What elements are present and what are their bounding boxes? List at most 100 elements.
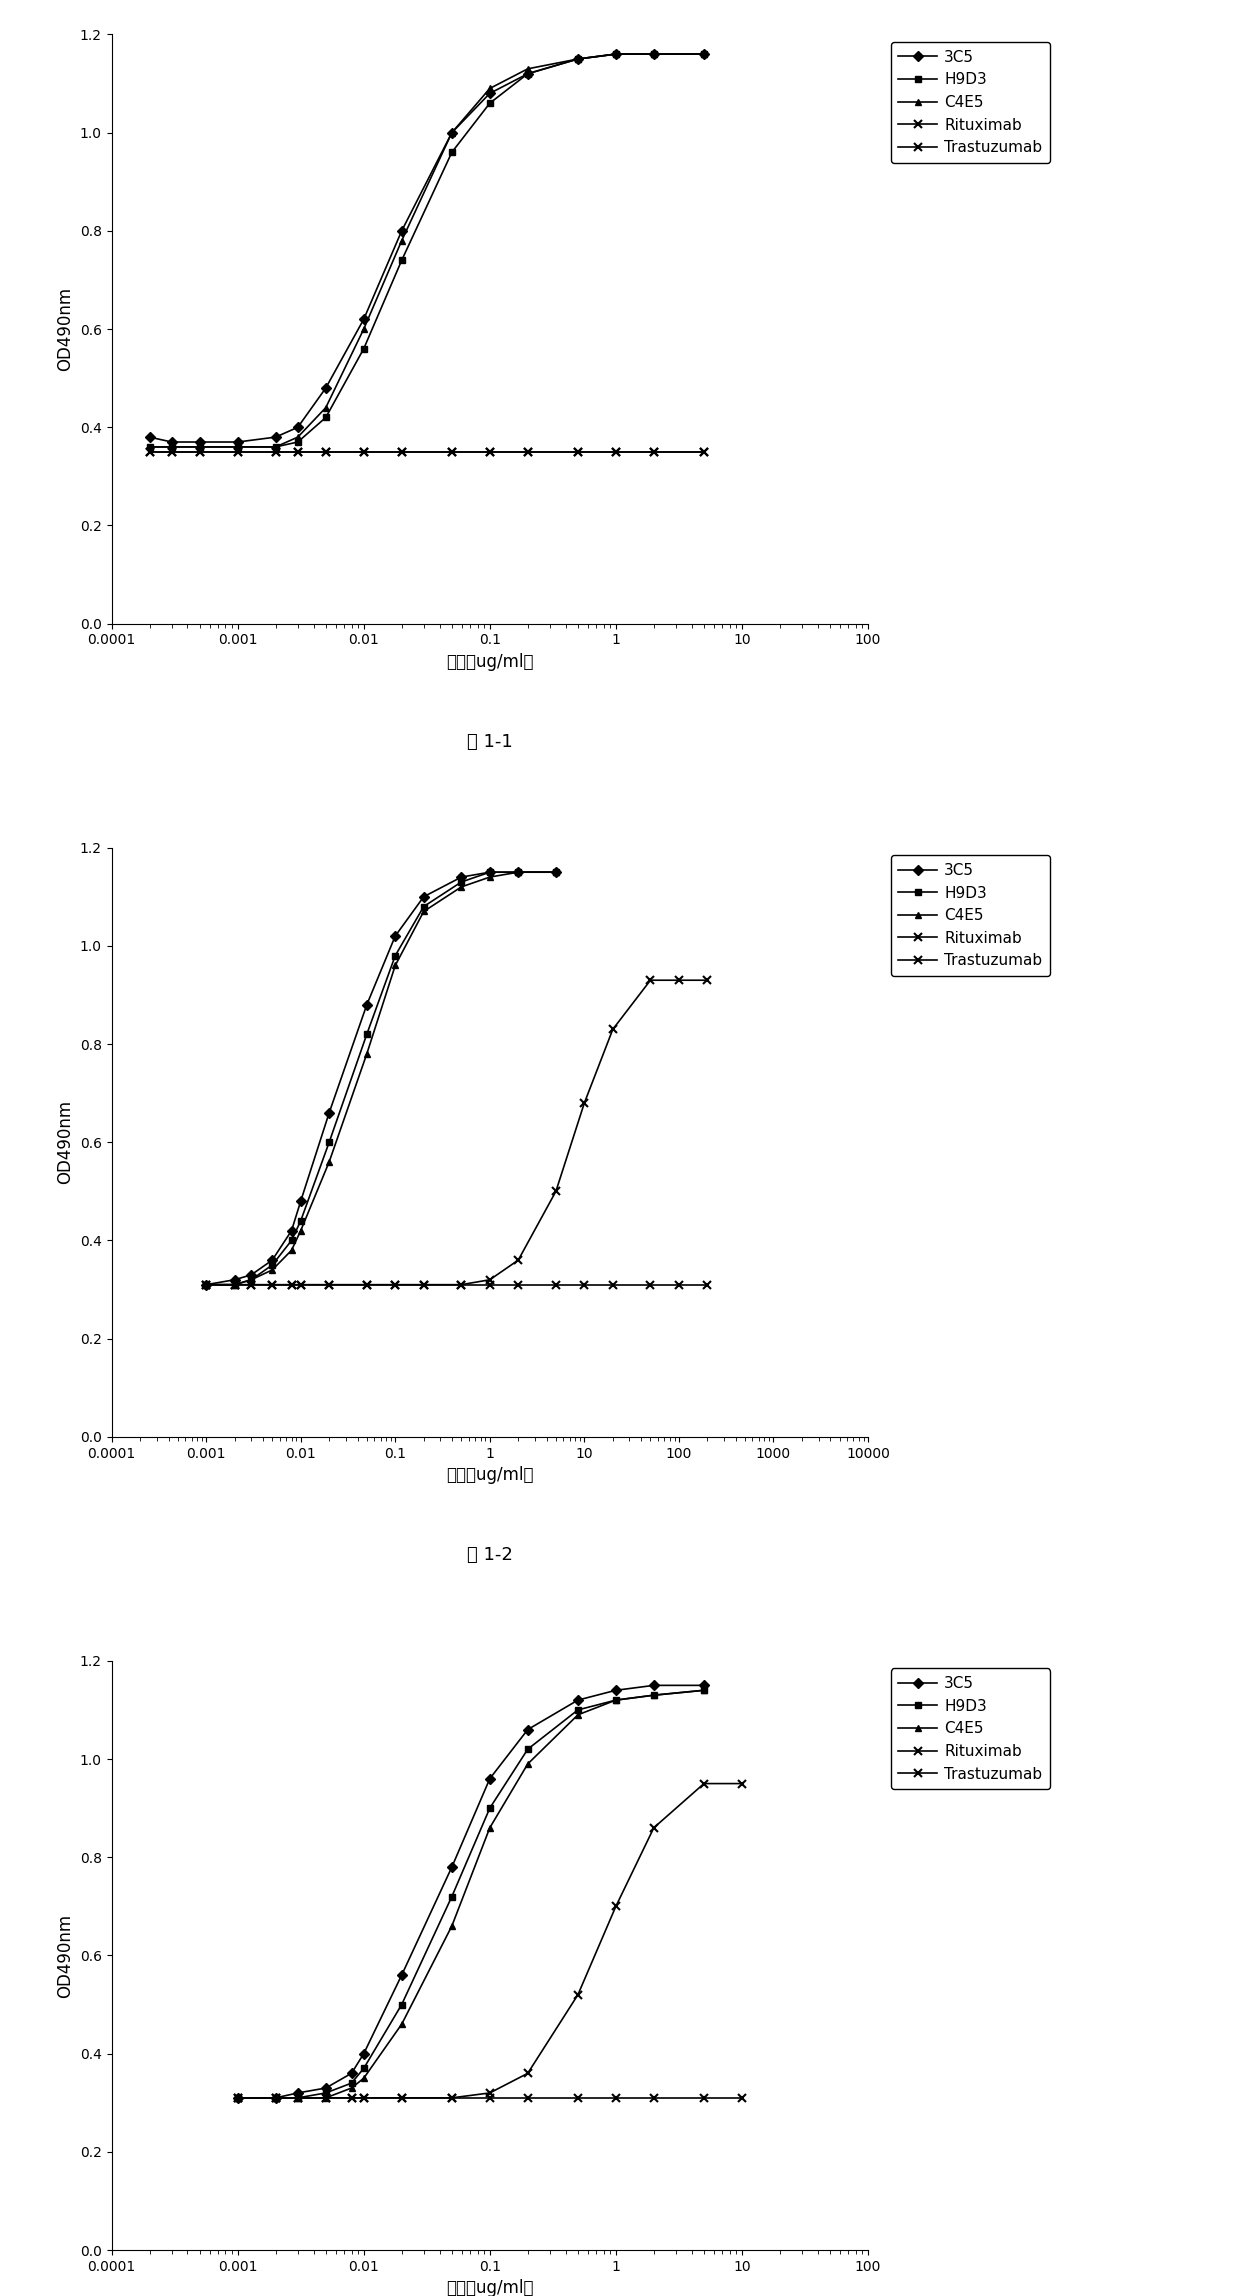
C4E5 (394, 2011, 409, 2039)
H9D3 (143, 434, 157, 461)
H9D3 (192, 434, 207, 461)
Rituximab (244, 1272, 259, 1300)
Trastuzumab (360, 1272, 374, 1300)
Trastuzumab (548, 1272, 563, 1300)
Rituximab (609, 1892, 624, 1919)
Trastuzumab (482, 2085, 497, 2112)
Trastuzumab (192, 439, 207, 466)
H9D3 (356, 2055, 371, 2082)
Rituximab (482, 439, 497, 466)
3C5 (356, 2039, 371, 2066)
Rituximab (227, 1272, 242, 1300)
Trastuzumab (356, 439, 371, 466)
X-axis label: 浓度（ug/ml）: 浓度（ug/ml） (446, 1467, 533, 1483)
Rituximab (646, 1814, 661, 1841)
Trastuzumab (482, 439, 497, 466)
Line: Rituximab: Rituximab (145, 448, 708, 457)
H9D3 (482, 1795, 497, 1823)
C4E5 (268, 2085, 283, 2112)
3C5 (293, 1187, 308, 1215)
Line: 3C5: 3C5 (234, 1683, 708, 2101)
3C5 (356, 305, 371, 333)
Line: H9D3: H9D3 (234, 1688, 708, 2101)
C4E5 (356, 315, 371, 342)
Trastuzumab (444, 2085, 459, 2112)
Rituximab (290, 2085, 305, 2112)
Legend: 3C5, H9D3, C4E5, Rituximab, Trastuzumab: 3C5, H9D3, C4E5, Rituximab, Trastuzumab (890, 41, 1050, 163)
Trastuzumab (343, 2085, 358, 2112)
Line: Trastuzumab: Trastuzumab (202, 1281, 712, 1288)
Legend: 3C5, H9D3, C4E5, Rituximab, Trastuzumab: 3C5, H9D3, C4E5, Rituximab, Trastuzumab (890, 1669, 1050, 1789)
Rituximab (293, 1272, 308, 1300)
Rituximab (284, 1272, 299, 1300)
3C5 (268, 2085, 283, 2112)
H9D3 (444, 1883, 459, 1910)
C4E5 (319, 395, 334, 422)
3C5 (548, 859, 563, 886)
3C5 (646, 41, 661, 69)
C4E5 (454, 872, 469, 900)
H9D3 (646, 1681, 661, 1708)
Rituximab (394, 439, 409, 466)
Trastuzumab (293, 1272, 308, 1300)
H9D3 (609, 1685, 624, 1713)
H9D3 (265, 1251, 280, 1279)
Trastuzumab (227, 1272, 242, 1300)
Trastuzumab (319, 439, 334, 466)
3C5 (388, 923, 403, 951)
Rituximab (482, 2080, 497, 2108)
Trastuzumab (521, 2085, 536, 2112)
3C5 (482, 1766, 497, 1793)
C4E5 (231, 434, 246, 461)
H9D3 (356, 335, 371, 363)
Trastuzumab (570, 439, 585, 466)
C4E5 (394, 227, 409, 255)
Trastuzumab (284, 1272, 299, 1300)
3C5 (444, 119, 459, 147)
3C5 (570, 1685, 585, 1713)
Rituximab (356, 2085, 371, 2112)
Trastuzumab (388, 1272, 403, 1300)
Trastuzumab (734, 2085, 749, 2112)
C4E5 (609, 1685, 624, 1713)
C4E5 (417, 898, 432, 925)
3C5 (646, 1671, 661, 1699)
Trastuzumab (605, 1272, 620, 1300)
3C5 (143, 422, 157, 450)
C4E5 (244, 1265, 259, 1293)
H9D3 (394, 1991, 409, 2018)
H9D3 (227, 1272, 242, 1300)
3C5 (244, 1261, 259, 1288)
3C5 (482, 859, 497, 886)
Rituximab (734, 1770, 749, 1798)
3C5 (609, 1676, 624, 1704)
H9D3 (570, 1697, 585, 1724)
Trastuzumab (444, 439, 459, 466)
Y-axis label: OD490nm: OD490nm (56, 1100, 74, 1185)
Trastuzumab (268, 2085, 283, 2112)
H9D3 (293, 1208, 308, 1235)
Line: C4E5: C4E5 (234, 1688, 708, 2101)
3C5 (319, 374, 334, 402)
Trastuzumab (521, 439, 536, 466)
Trastuzumab (244, 1272, 259, 1300)
C4E5 (321, 1148, 336, 1176)
H9D3 (609, 41, 624, 69)
Rituximab (577, 1088, 591, 1116)
X-axis label: 浓度（ug/ml）: 浓度（ug/ml） (446, 2280, 533, 2296)
H9D3 (231, 2085, 246, 2112)
Trastuzumab (417, 1272, 432, 1300)
Trastuzumab (268, 439, 283, 466)
C4E5 (227, 1272, 242, 1300)
C4E5 (290, 2085, 305, 2112)
Rituximab (570, 439, 585, 466)
3C5 (165, 429, 180, 457)
3C5 (268, 422, 283, 450)
C4E5 (360, 1040, 374, 1068)
Line: Trastuzumab: Trastuzumab (145, 448, 708, 457)
Line: H9D3: H9D3 (202, 868, 559, 1288)
C4E5 (198, 1272, 213, 1300)
Trastuzumab (143, 439, 157, 466)
3C5 (198, 1272, 213, 1300)
H9D3 (697, 41, 712, 69)
